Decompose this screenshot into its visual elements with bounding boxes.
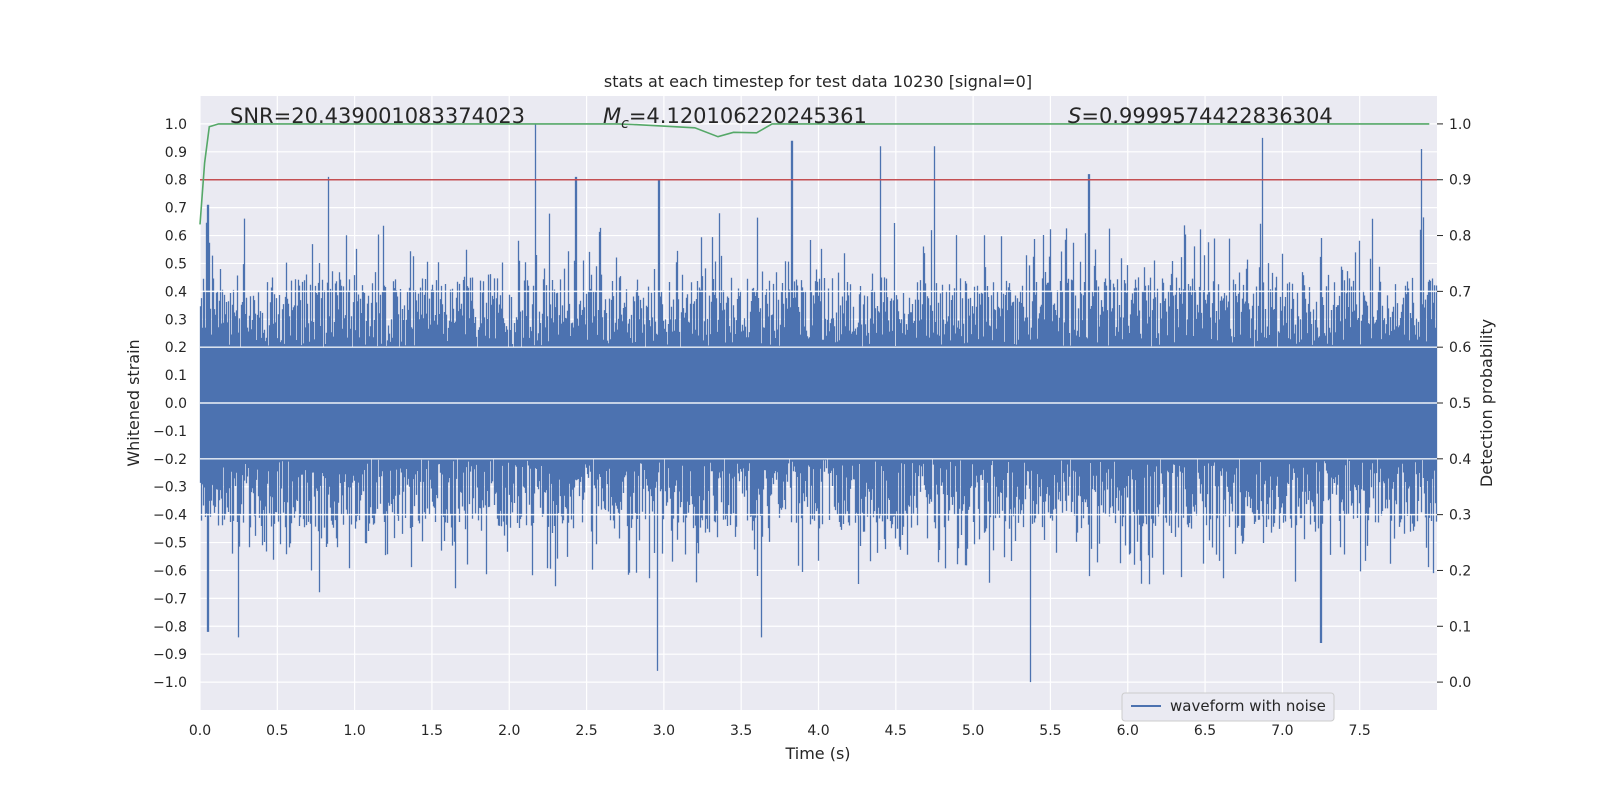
y-tick-label: 0.7 [165, 201, 187, 217]
x-tick-label: 5.5 [1039, 723, 1061, 739]
mc-annotation: Mc=4.120106220245361 [603, 104, 867, 132]
y-tick-label: −1.0 [153, 675, 187, 691]
y-right-tick-label: 0.2 [1449, 563, 1471, 579]
y-right-tick-label: 0.6 [1449, 340, 1471, 356]
x-axis-title: Time (s) [784, 744, 850, 763]
legend: waveform with noise [1121, 692, 1335, 722]
y-tick-label: 0.5 [165, 256, 187, 272]
mc-symbol: M [603, 104, 621, 128]
x-tick-label: 6.0 [1117, 723, 1139, 739]
y-right-tick-label: 0.5 [1449, 396, 1471, 412]
x-tick-label: 4.0 [807, 723, 829, 739]
waveform-series [199, 123, 1438, 683]
y-tick-labels: 1.0 0.9 0.8 0.7 0.6 0.5 0.4 0.3 0.2 0.1 0.0 −0.1 −0.… [153, 117, 187, 691]
x-tick-label: 1.5 [421, 723, 443, 739]
probability-line [199, 123, 1430, 225]
y-tick-label: −0.6 [153, 563, 187, 579]
y-tick-label: −0.5 [153, 536, 187, 552]
y-right-tick-label: 0.1 [1449, 619, 1471, 635]
x-tick-label: 2.0 [498, 723, 520, 739]
y-tick-label: 1.0 [165, 117, 187, 133]
snr-annotation: SNR=20.439001083374023 [230, 104, 525, 128]
y-tick-label: 0.2 [165, 340, 187, 356]
mc-value: =4.120106220245361 [629, 104, 867, 128]
y-right-tick-label: 0.7 [1449, 284, 1471, 300]
x-tick-label: 0.0 [189, 723, 211, 739]
x-tick-label: 7.0 [1271, 723, 1293, 739]
x-tick-label: 3.5 [730, 723, 752, 739]
legend-box [1121, 692, 1335, 722]
x-tick-label: 2.5 [575, 723, 597, 739]
y-tick-label: 0.9 [165, 145, 187, 161]
x-tick-label: 3.0 [653, 723, 675, 739]
y-tick-label: 0.0 [165, 396, 187, 412]
y-right-tick-label: 0.9 [1449, 173, 1471, 189]
y-right-axis-title: Detection probability [1477, 319, 1496, 487]
y-right-tick-label: 0.8 [1449, 229, 1471, 245]
x-tick-label: 4.5 [885, 723, 907, 739]
chart-title: stats at each timestep for test data 102… [604, 72, 1032, 91]
x-tick-label: 5.0 [962, 723, 984, 739]
y-tick-label: 0.4 [165, 284, 187, 300]
y-right-tick-labels: 1.0 0.9 0.8 0.7 0.6 0.5 0.4 0.3 0.2 0.1 0.0 [1437, 117, 1471, 691]
y-tick-label: 0.6 [165, 229, 187, 245]
y-axis-title: Whitened strain [124, 339, 143, 466]
mc-subscript: c [621, 116, 629, 132]
x-tick-label: 1.0 [343, 723, 365, 739]
y-right-tick-label: 0.4 [1449, 452, 1471, 468]
y-right-tick-label: 1.0 [1449, 117, 1471, 133]
legend-label: waveform with noise [1170, 697, 1326, 715]
y-tick-label: 0.3 [165, 312, 187, 328]
y-tick-label: −0.7 [153, 591, 187, 607]
y-tick-label: −0.1 [153, 424, 187, 440]
y-right-tick-label: 0.0 [1449, 675, 1471, 691]
y-tick-label: 0.8 [165, 173, 187, 189]
s-annotation: S=0.9999574422836304 [1068, 104, 1333, 128]
x-tick-labels: 0.0 0.5 1.0 1.5 2.0 2.5 3.0 3.5 4.0 4.5 5.0 5.5 6.0 6… [189, 723, 1371, 739]
y-right-tick-label: 0.3 [1449, 508, 1471, 524]
y-tick-label: −0.8 [153, 619, 187, 635]
y-tick-label: −0.9 [153, 647, 187, 663]
y-tick-label: −0.2 [153, 452, 187, 468]
y-tick-label: 0.1 [165, 368, 187, 384]
y-tick-label: −0.4 [153, 508, 187, 524]
x-tick-label: 6.5 [1194, 723, 1216, 739]
y-tick-label: −0.3 [153, 480, 187, 496]
x-tick-label: 7.5 [1349, 723, 1371, 739]
s-symbol: S [1068, 104, 1081, 128]
x-tick-label: 0.5 [266, 723, 288, 739]
s-value: =0.9999574422836304 [1081, 104, 1332, 128]
